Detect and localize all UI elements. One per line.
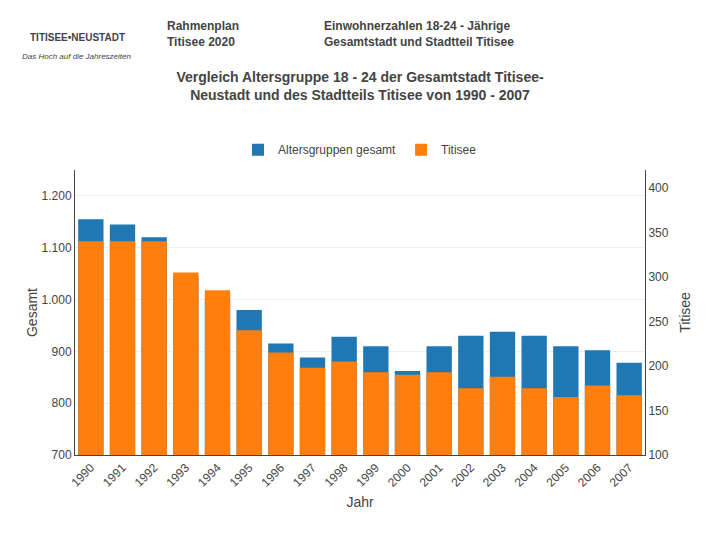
svg-text:Gesamt: Gesamt	[24, 288, 40, 337]
svg-text:1996: 1996	[258, 461, 287, 490]
svg-text:700: 700	[52, 448, 72, 462]
svg-text:2004: 2004	[512, 461, 541, 490]
svg-text:Das Hoch auf die Jahreszeiten: Das Hoch auf die Jahreszeiten	[22, 52, 132, 61]
svg-text:800: 800	[52, 396, 72, 410]
svg-text:1990: 1990	[68, 461, 97, 490]
svg-text:2001: 2001	[417, 461, 446, 490]
svg-text:250: 250	[648, 315, 668, 329]
svg-text:1.000: 1.000	[42, 293, 72, 307]
svg-text:1991: 1991	[100, 461, 129, 490]
svg-text:Einwohnerzahlen 18-24 - Jährig: Einwohnerzahlen 18-24 - JährigeGesamtsta…	[324, 19, 514, 49]
svg-text:TITISEE•NEUSTADT: TITISEE•NEUSTADT	[30, 32, 125, 43]
svg-text:Vergleich Altersgruppe 18 - 24: Vergleich Altersgruppe 18 - 24 der Gesam…	[176, 69, 544, 103]
svg-text:1999: 1999	[353, 461, 382, 490]
svg-text:1998: 1998	[322, 461, 351, 490]
svg-text:Titisee: Titisee	[441, 143, 476, 157]
svg-text:2002: 2002	[448, 461, 477, 490]
svg-text:2007: 2007	[607, 461, 636, 490]
svg-text:1997: 1997	[290, 461, 319, 490]
svg-text:1.100: 1.100	[42, 241, 72, 255]
svg-text:2003: 2003	[480, 461, 509, 490]
svg-text:100: 100	[648, 448, 668, 462]
svg-text:1993: 1993	[163, 461, 192, 490]
svg-text:1.200: 1.200	[42, 189, 72, 203]
svg-text:200: 200	[648, 359, 668, 373]
svg-text:2006: 2006	[575, 461, 604, 490]
svg-text:350: 350	[648, 226, 668, 240]
svg-text:1992: 1992	[132, 461, 161, 490]
svg-text:150: 150	[648, 404, 668, 418]
svg-text:900: 900	[52, 345, 72, 359]
svg-text:1995: 1995	[227, 461, 256, 490]
svg-text:400: 400	[648, 181, 668, 195]
svg-text:2000: 2000	[385, 461, 414, 490]
svg-text:Titisee: Titisee	[677, 292, 693, 333]
svg-text:2005: 2005	[543, 461, 572, 490]
svg-text:Altersgruppen gesamt: Altersgruppen gesamt	[278, 143, 396, 157]
svg-text:RahmenplanTitisee 2020: RahmenplanTitisee 2020	[167, 19, 239, 49]
svg-text:300: 300	[648, 270, 668, 284]
svg-text:Jahr: Jahr	[346, 494, 374, 510]
svg-text:1994: 1994	[195, 461, 224, 490]
